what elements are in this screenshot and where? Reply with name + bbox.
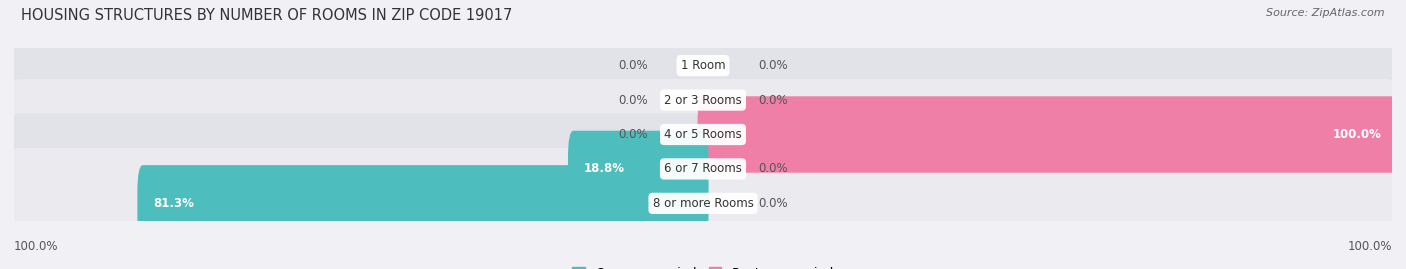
Text: 0.0%: 0.0% [619,128,648,141]
Text: HOUSING STRUCTURES BY NUMBER OF ROOMS IN ZIP CODE 19017: HOUSING STRUCTURES BY NUMBER OF ROOMS IN… [21,8,512,23]
Text: 0.0%: 0.0% [619,59,648,72]
Text: 2 or 3 Rooms: 2 or 3 Rooms [664,94,742,107]
FancyBboxPatch shape [10,148,1396,259]
Text: 8 or more Rooms: 8 or more Rooms [652,197,754,210]
FancyBboxPatch shape [568,131,709,207]
FancyBboxPatch shape [10,114,1396,224]
Text: 18.8%: 18.8% [583,162,624,175]
FancyBboxPatch shape [10,79,1396,190]
FancyBboxPatch shape [697,96,1398,173]
Legend: Owner-occupied, Renter-occupied: Owner-occupied, Renter-occupied [572,267,834,269]
Text: 0.0%: 0.0% [758,59,787,72]
Text: 0.0%: 0.0% [619,94,648,107]
Text: 0.0%: 0.0% [758,94,787,107]
FancyBboxPatch shape [10,45,1396,155]
Text: 4 or 5 Rooms: 4 or 5 Rooms [664,128,742,141]
Text: 100.0%: 100.0% [1333,128,1382,141]
Text: Source: ZipAtlas.com: Source: ZipAtlas.com [1267,8,1385,18]
Text: 6 or 7 Rooms: 6 or 7 Rooms [664,162,742,175]
Text: 81.3%: 81.3% [153,197,194,210]
Text: 100.0%: 100.0% [1347,239,1392,253]
Text: 0.0%: 0.0% [758,162,787,175]
Text: 1 Room: 1 Room [681,59,725,72]
Text: 0.0%: 0.0% [758,197,787,210]
FancyBboxPatch shape [10,10,1396,121]
Text: 100.0%: 100.0% [14,239,59,253]
FancyBboxPatch shape [138,165,709,242]
